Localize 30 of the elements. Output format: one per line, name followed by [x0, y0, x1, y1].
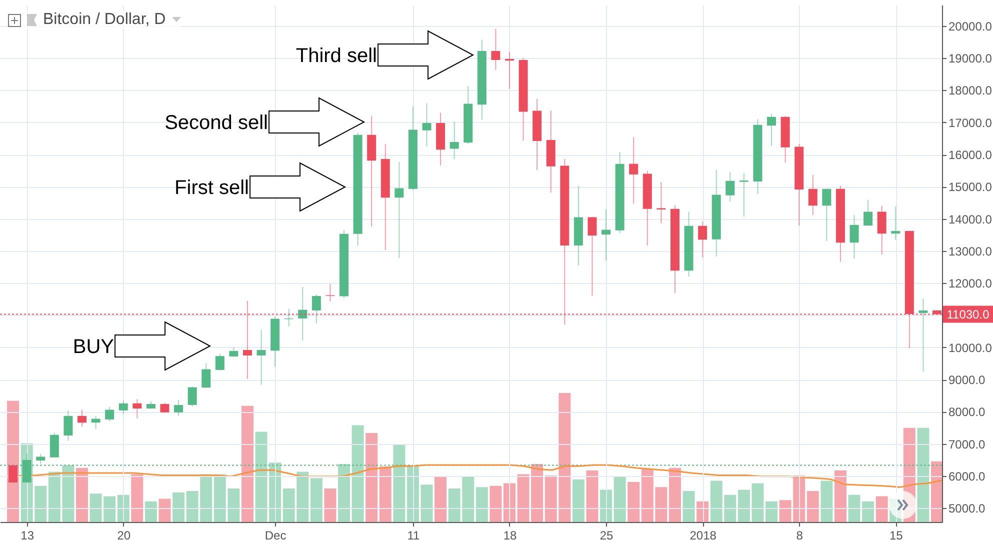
y-tick-label: 7000.0	[948, 437, 986, 452]
x-tick-label: 18	[503, 528, 517, 542]
y-tick-label: 19000.0	[948, 52, 992, 66]
annotation: Second sell	[164, 112, 268, 134]
x-tick-label: 11	[407, 528, 420, 542]
x-tick-label: Dec	[264, 528, 286, 542]
y-tick-label: 13000.0	[948, 244, 992, 258]
x-tick-label: 15	[889, 528, 904, 542]
x-tick-label: 25	[600, 528, 614, 542]
annotation: Third sell	[296, 45, 377, 67]
x-tick-label: 2018	[690, 528, 717, 542]
ref-line-label: 11030.0	[946, 307, 990, 322]
y-tick-label: 10000.0	[948, 340, 992, 355]
y-tick-label: 14000.0	[948, 212, 992, 226]
annotation: First sell	[174, 177, 249, 199]
y-tick-label: 17000.0	[948, 116, 992, 130]
y-tick-label: 18000.0	[948, 84, 992, 98]
y-tick-label: 9000.0	[948, 373, 986, 388]
y-tick-label: 6000.0	[948, 470, 986, 484]
x-tick-label: 8	[796, 528, 804, 542]
y-tick-label: 15000.0	[948, 180, 992, 194]
x-tick-label: 13	[20, 528, 34, 542]
y-tick-label: 16000.0	[948, 148, 992, 162]
y-tick-label: 20000.0	[948, 19, 992, 34]
y-tick-label: 12000.0	[948, 276, 992, 291]
y-tick-label: 5000.0	[948, 502, 986, 516]
x-tick-label: 20	[117, 528, 131, 542]
annotation: BUY	[72, 336, 114, 358]
y-tick-label: 8000.0	[948, 405, 986, 420]
chart-title: Bitcoin / Dollar, D	[43, 11, 166, 29]
